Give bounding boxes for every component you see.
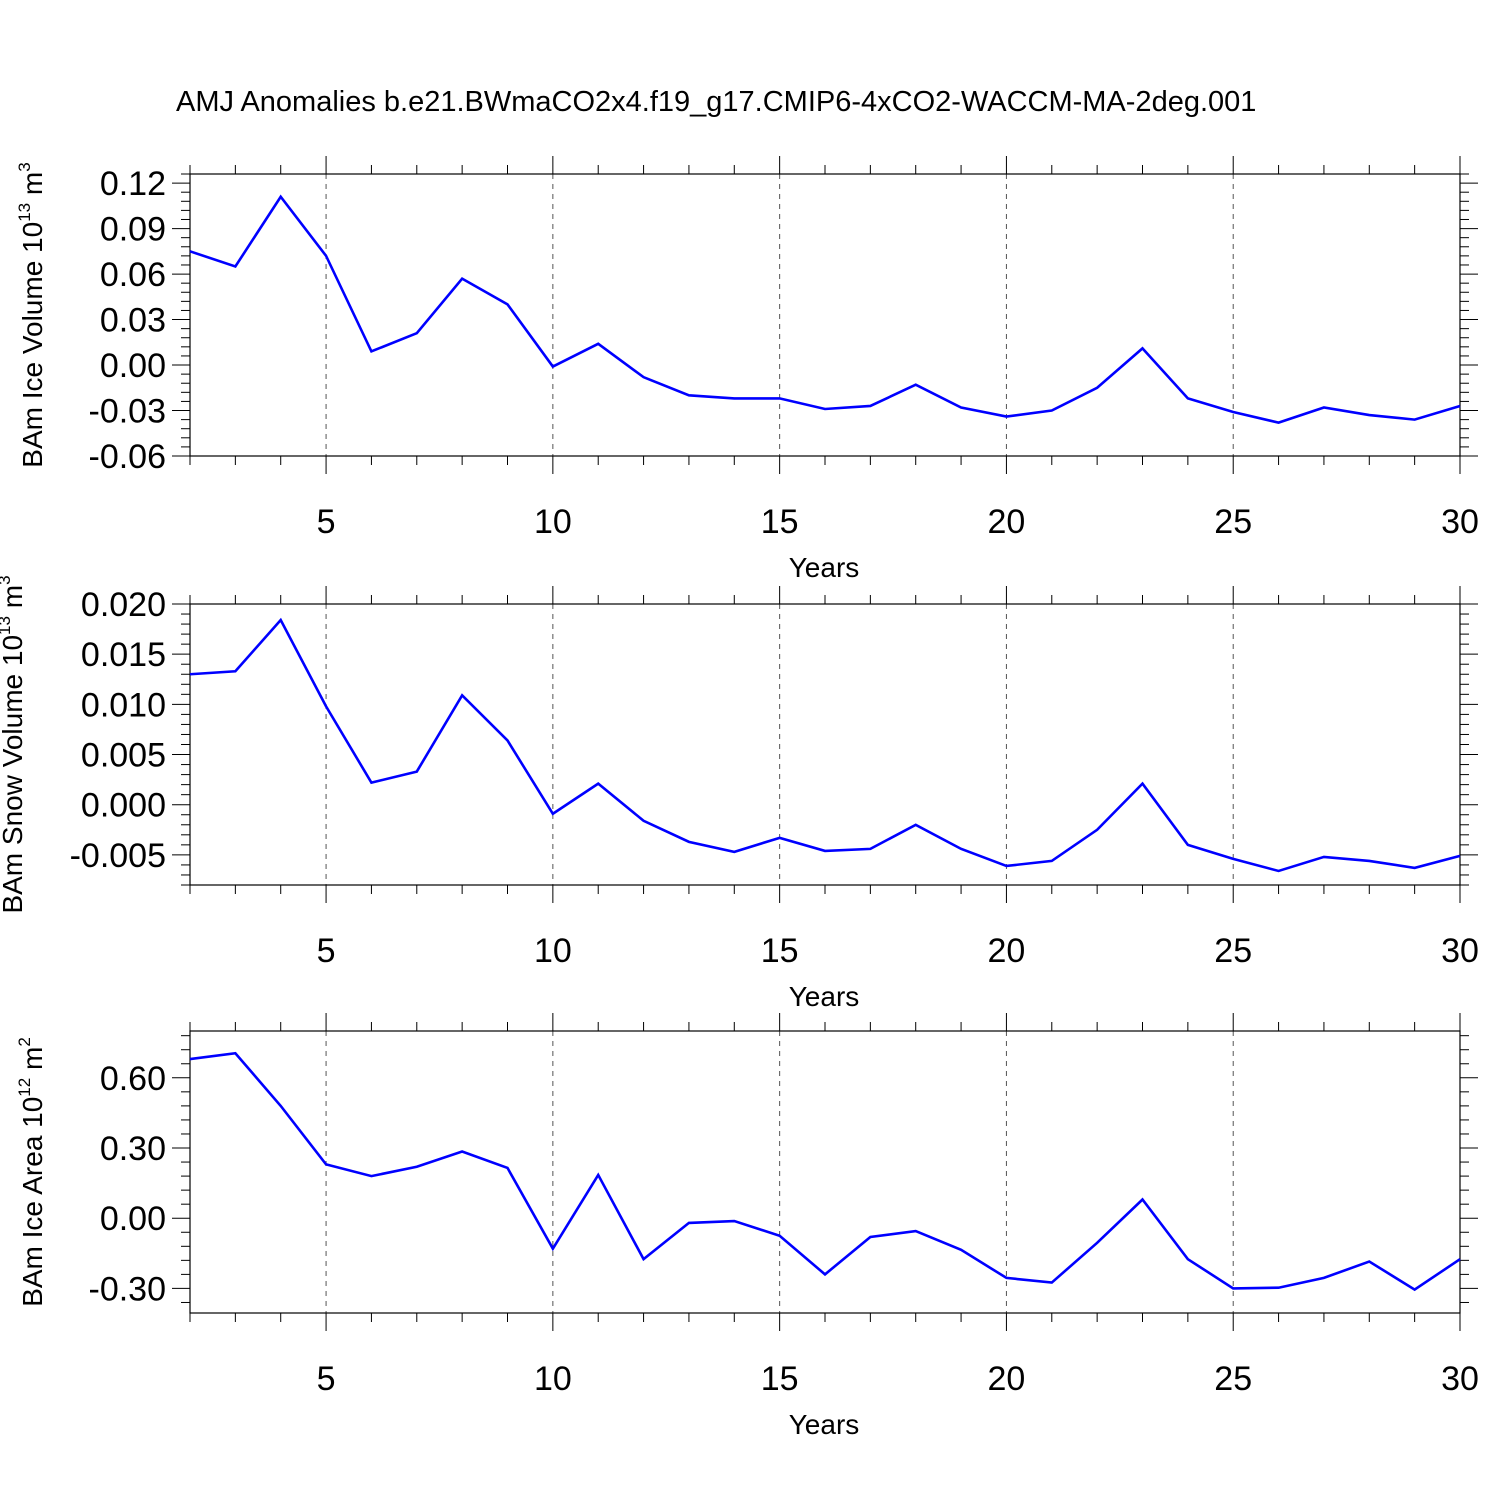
series-line: [189, 1051, 1461, 1292]
x-tick-label: 30: [1441, 1360, 1479, 1398]
x-tick-label: 15: [761, 1360, 799, 1398]
y-tick-label: -0.005: [70, 837, 166, 875]
x-tick-label: 30: [1441, 932, 1479, 970]
y-tick-label: 0.09: [100, 211, 166, 249]
x-tick-label: 10: [534, 932, 572, 970]
y-tick-label: -0.30: [89, 1270, 167, 1308]
y-axis-label: BAm Ice Volume 1013 m3: [15, 162, 48, 467]
y-tick-label: 0.005: [81, 737, 166, 775]
plot-frame: [189, 603, 1461, 886]
x-tick-label: 15: [761, 503, 799, 541]
x-tick-label: 25: [1214, 932, 1252, 970]
x-tick-label: 10: [534, 1360, 572, 1398]
plot-frame: [189, 1030, 1461, 1314]
y-tick-label: 0.00: [100, 347, 166, 385]
panel-2: -0.005 0.000 0.005 0.010 0.015 0.020 5 10 15 20 25…: [0, 575, 1479, 1012]
x-tick-label: 25: [1214, 503, 1252, 541]
x-axis-label: Years: [789, 981, 860, 1012]
y-tick-label: 0.000: [81, 787, 166, 825]
x-axis-label: Years: [789, 1409, 860, 1440]
x-axis-label: Years: [789, 552, 860, 583]
x-tick-label: 20: [988, 1360, 1026, 1398]
x-tick-label: 25: [1214, 1360, 1252, 1398]
y-tick-label: -0.03: [89, 393, 167, 431]
y-tick-label: 0.03: [100, 302, 166, 340]
y-tick-label: 0.015: [81, 636, 166, 674]
series-line: [189, 194, 1461, 424]
series-line: [189, 617, 1461, 873]
y-tick-label: 0.12: [100, 165, 166, 203]
y-axis-label: BAm Snow Volume 1013 m3: [0, 575, 28, 913]
chart-title: AMJ Anomalies b.e21.BWmaCO2x4.f19_g17.CM…: [176, 86, 1256, 118]
y-tick-label: 0.30: [100, 1130, 166, 1168]
plot-frame: [189, 173, 1461, 457]
x-tick-label: 5: [317, 1360, 336, 1398]
y-tick-label: 0.010: [81, 686, 166, 724]
x-tick-label: 5: [317, 932, 336, 970]
x-tick-label: 30: [1441, 503, 1479, 541]
y-tick-label: 0.06: [100, 256, 166, 294]
x-tick-label: 5: [317, 503, 336, 541]
panel-3: -0.30 0.00 0.30 0.60 5 10 15 20 25 30 Years BAm Ice…: [15, 1013, 1479, 1440]
x-tick-label: 15: [761, 932, 799, 970]
y-tick-label: 0.00: [100, 1200, 166, 1238]
x-tick-label: 20: [988, 503, 1026, 541]
panel-1: -0.06 -0.03 0.00 0.03 0.06 0.09 0.12 5 10 15 20 25 3…: [15, 156, 1479, 583]
x-tick-label: 10: [534, 503, 572, 541]
y-tick-label: 0.60: [100, 1060, 166, 1098]
y-tick-label: -0.06: [89, 438, 167, 476]
y-tick-label: 0.020: [81, 586, 166, 624]
x-tick-label: 20: [988, 932, 1026, 970]
y-axis-label: BAm Ice Area 1012 m2: [15, 1037, 48, 1307]
panels: -0.06 -0.03 0.00 0.03 0.06 0.09 0.12 5 10 15 20 25 3…: [0, 156, 1479, 1440]
